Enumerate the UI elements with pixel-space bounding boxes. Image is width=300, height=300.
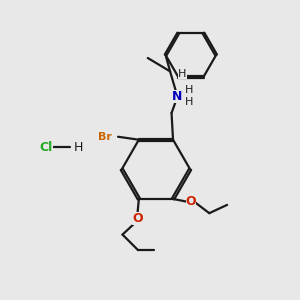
Text: H: H xyxy=(74,140,84,154)
Text: O: O xyxy=(132,212,143,225)
Text: H: H xyxy=(178,69,187,79)
Text: H: H xyxy=(184,85,193,95)
Text: Cl: Cl xyxy=(39,140,52,154)
Text: O: O xyxy=(186,195,196,208)
Text: H: H xyxy=(184,97,193,107)
Text: N: N xyxy=(172,90,183,103)
Text: Br: Br xyxy=(98,132,112,142)
